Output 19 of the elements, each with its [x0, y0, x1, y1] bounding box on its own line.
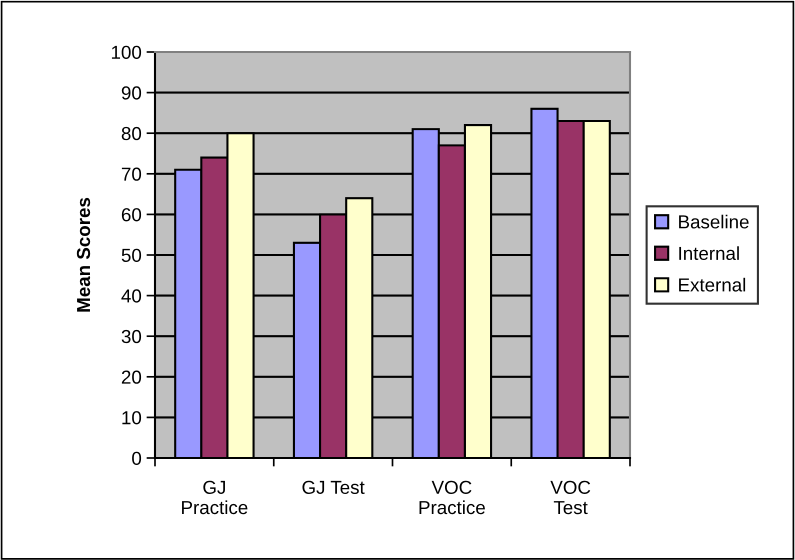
y-tick-label: 30: [122, 330, 142, 344]
y-tick-label: 20: [122, 370, 142, 384]
y-axis-title: Mean Scores: [76, 198, 90, 312]
y-tick-label: 60: [122, 208, 142, 222]
y-tick-label: 50: [122, 248, 142, 262]
legend-label: Internal: [679, 246, 739, 260]
y-tick-label: 40: [121, 289, 142, 303]
y-tick-label: 100: [112, 46, 142, 59]
x-tick-label: GJ Practice: [182, 480, 248, 514]
x-tick-label: VOC Test: [550, 480, 590, 514]
y-tick-label: 70: [122, 168, 142, 181]
y-tick-label: 90: [122, 86, 142, 100]
y-tick-label: 80: [122, 126, 142, 140]
legend-label: External: [679, 278, 746, 292]
y-tick-label: 10: [122, 411, 142, 424]
legend-label: Baseline: [679, 214, 749, 228]
x-tick-label: VOC Practice: [420, 480, 485, 514]
y-tick-label: 0: [132, 452, 142, 465]
x-tick-label: GJ Test: [302, 480, 365, 494]
